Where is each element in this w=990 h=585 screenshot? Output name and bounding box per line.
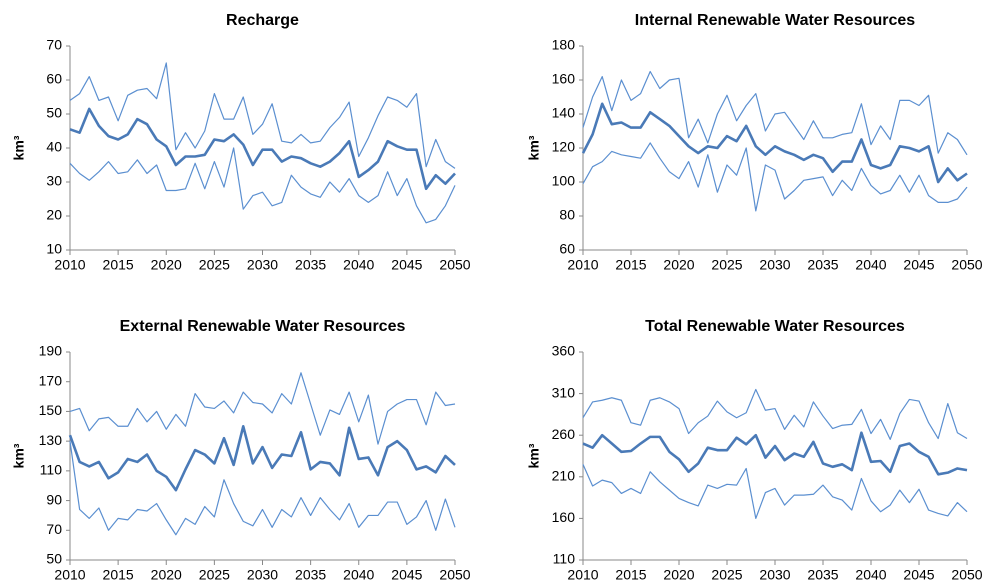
y-tick-label: 160	[552, 71, 576, 87]
y-tick-label: 190	[39, 343, 63, 359]
data-line	[69, 147, 456, 224]
x-tick-label: 2010	[567, 567, 598, 583]
x-tick-label: 2030	[247, 257, 278, 273]
data-line	[582, 388, 968, 440]
x-tick-label: 2030	[759, 567, 790, 583]
y-tick-label: 310	[552, 384, 576, 400]
x-tick-label: 2025	[711, 257, 742, 273]
chart-title: External Renewable Water Resources	[120, 318, 406, 335]
x-tick-label: 2010	[567, 257, 598, 273]
data-line	[582, 70, 968, 156]
y-axis-label: km³	[11, 135, 27, 160]
x-tick-label: 2015	[103, 257, 134, 273]
y-tick-label: 90	[46, 491, 62, 507]
x-tick-label: 2045	[391, 257, 422, 273]
x-tick-label: 2035	[295, 257, 326, 273]
y-tick-label: 140	[552, 105, 576, 121]
x-tick-label: 2035	[807, 567, 838, 583]
y-tick-label: 110	[553, 551, 576, 567]
x-tick-label: 2045	[391, 567, 422, 583]
y-tick-label: 20	[46, 207, 62, 223]
x-tick-label: 2010	[54, 257, 85, 273]
y-tick-label: 210	[552, 468, 576, 484]
y-tick-label: 360	[552, 343, 576, 359]
y-tick-label: 170	[39, 372, 63, 388]
x-tick-label: 2030	[759, 257, 790, 273]
y-tick-label: 50	[46, 105, 62, 121]
x-tick-label: 2020	[151, 257, 182, 273]
y-tick-label: 120	[552, 139, 576, 155]
data-line	[582, 464, 968, 519]
x-tick-label: 2040	[855, 257, 886, 273]
x-tick-label: 2045	[903, 257, 934, 273]
x-tick-label: 2050	[951, 567, 982, 583]
data-line	[69, 441, 456, 536]
y-axis-label: km³	[11, 443, 27, 468]
x-tick-label: 2040	[855, 567, 886, 583]
x-tick-label: 2030	[247, 567, 278, 583]
x-tick-label: 2025	[711, 567, 742, 583]
y-tick-label: 180	[552, 37, 576, 53]
x-tick-label: 2015	[615, 257, 646, 273]
y-tick-label: 70	[46, 37, 62, 53]
chart-title: Total Renewable Water Resources	[645, 318, 905, 335]
x-tick-label: 2010	[54, 567, 85, 583]
y-tick-label: 50	[46, 551, 62, 567]
x-tick-label: 2020	[663, 567, 694, 583]
x-tick-label: 2020	[151, 567, 182, 583]
data-line	[69, 107, 456, 191]
y-tick-label: 10	[46, 241, 62, 257]
data-line	[69, 62, 456, 169]
y-tick-label: 60	[559, 241, 575, 257]
y-tick-label: 40	[46, 139, 62, 155]
y-tick-label: 110	[40, 462, 63, 478]
x-tick-label: 2025	[199, 257, 230, 273]
x-tick-label: 2040	[343, 257, 374, 273]
y-tick-label: 30	[46, 173, 62, 189]
chart-title: Internal Renewable Water Resources	[635, 12, 915, 29]
y-tick-label: 160	[552, 509, 576, 525]
x-tick-label: 2050	[439, 567, 470, 583]
data-line	[581, 102, 968, 184]
x-tick-label: 2045	[903, 567, 934, 583]
x-tick-label: 2015	[615, 567, 646, 583]
data-line	[68, 424, 456, 492]
chart-title: Recharge	[226, 12, 299, 29]
y-tick-label: 100	[552, 173, 576, 189]
x-tick-label: 2025	[199, 567, 230, 583]
y-tick-label: 70	[46, 521, 62, 537]
x-tick-label: 2050	[439, 257, 470, 273]
y-axis-label: km³	[526, 135, 542, 160]
data-line	[582, 431, 968, 476]
x-tick-label: 2050	[951, 257, 982, 273]
x-tick-label: 2020	[663, 257, 694, 273]
x-tick-label: 2040	[343, 567, 374, 583]
data-line	[69, 372, 456, 445]
data-line	[582, 142, 968, 212]
y-axis-label: km³	[526, 443, 542, 468]
x-tick-label: 2035	[807, 257, 838, 273]
y-tick-label: 60	[46, 71, 62, 87]
y-tick-label: 150	[39, 402, 63, 418]
y-tick-label: 130	[39, 432, 63, 448]
y-tick-label: 260	[552, 426, 576, 442]
x-tick-label: 2035	[295, 567, 326, 583]
x-tick-label: 2015	[103, 567, 134, 583]
y-tick-label: 80	[559, 207, 575, 223]
